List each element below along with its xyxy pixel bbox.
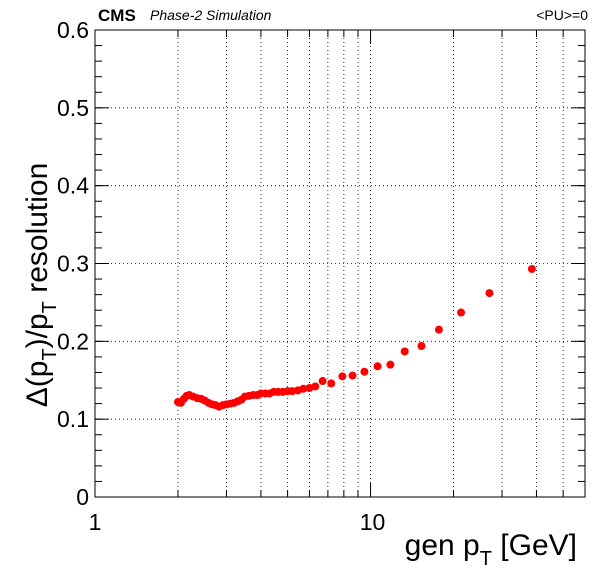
axis-ticks xyxy=(95,29,585,498)
data-point xyxy=(527,264,536,273)
y-tick-label: 0.1 xyxy=(57,406,89,432)
tick-labels: 0 0.1 0.2 0.3 0.4 0.5 0.6 1 10 xyxy=(57,17,385,535)
data-point xyxy=(400,347,409,356)
x-axis-title-suffix: [GeV] xyxy=(492,529,577,562)
y-tick-label: 0.4 xyxy=(57,173,89,199)
data-point xyxy=(327,379,336,388)
data-point xyxy=(311,382,320,391)
plot-frame xyxy=(94,29,586,498)
phase2-simulation-label: Phase-2 Simulation xyxy=(150,7,272,23)
data-points xyxy=(173,264,536,411)
data-point xyxy=(485,289,494,298)
cms-label: CMS xyxy=(98,6,136,25)
grid xyxy=(95,30,585,497)
data-point xyxy=(360,367,369,376)
y-axis-title: Δ(pT)/pT resolution xyxy=(21,163,61,408)
y-tick-label: 0.2 xyxy=(57,328,89,354)
data-point xyxy=(299,384,308,393)
x-tick-label: 10 xyxy=(360,509,386,535)
y-axis-title-mid: )/p xyxy=(21,313,54,348)
data-point xyxy=(338,372,347,381)
y-tick-label: 0.5 xyxy=(57,95,89,121)
data-point xyxy=(318,377,327,386)
data-point xyxy=(348,371,357,380)
data-point xyxy=(386,360,395,369)
data-point xyxy=(417,342,426,351)
y-axis-title-sub1: T xyxy=(39,348,61,360)
x-tick-label: 1 xyxy=(89,509,102,535)
pileup-label: <PU>=0 xyxy=(536,7,588,23)
data-point xyxy=(434,325,443,334)
x-axis-title: gen pT [GeV] xyxy=(405,529,577,570)
y-axis-title-sub2: T xyxy=(39,301,61,313)
y-tick-label: 0.6 xyxy=(57,17,89,43)
y-tick-label: 0.3 xyxy=(57,251,89,277)
data-point xyxy=(457,308,466,317)
y-tick-label: 0 xyxy=(76,484,89,510)
x-axis-title-sub: T xyxy=(480,548,492,570)
data-point xyxy=(373,362,382,371)
y-axis-title-pre: Δ(p xyxy=(21,361,54,408)
x-axis-title-main: gen p xyxy=(405,529,480,562)
y-axis-title-post: resolution xyxy=(21,163,54,301)
